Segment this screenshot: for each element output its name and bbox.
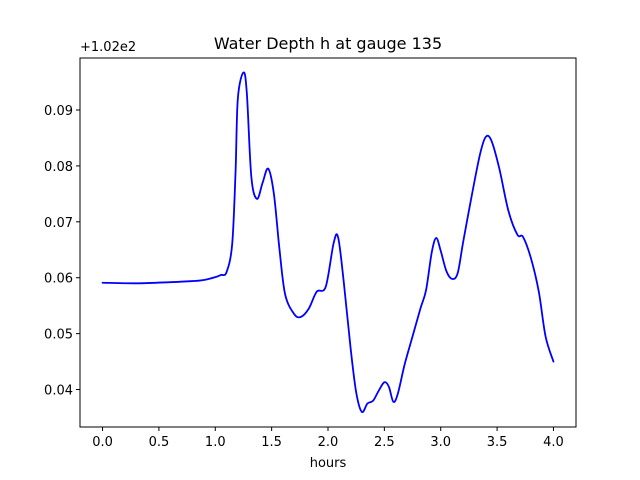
- chart-title: Water Depth h at gauge 135: [214, 34, 442, 53]
- x-tick-label: 0.0: [92, 435, 113, 450]
- x-tick-label: 1.5: [261, 435, 282, 450]
- x-tick-label: 3.5: [487, 435, 508, 450]
- x-tick-label: 3.0: [430, 435, 451, 450]
- x-tick-label: 4.0: [543, 435, 564, 450]
- y-offset-label: +1.02e2: [80, 40, 136, 55]
- y-tick-label: 0.05: [44, 328, 73, 343]
- x-axis-label: hours: [310, 456, 347, 471]
- x-tick-label: 0.5: [149, 435, 170, 450]
- x-tick-label: 2.5: [374, 435, 395, 450]
- y-tick-label: 0.09: [44, 104, 73, 119]
- y-tick-label: 0.04: [44, 384, 73, 399]
- x-tick-label: 2.0: [318, 435, 339, 450]
- y-tick-label: 0.07: [44, 216, 73, 231]
- plot-area: [101, 71, 555, 414]
- y-axis: 0.04 0.05 0.06 0.07 0.08 0.09: [44, 104, 80, 399]
- series-line: [101, 71, 555, 414]
- x-axis: 0.0 0.5 1.0 1.5 2.0 2.5 3.0 3.5 4.0: [92, 427, 564, 450]
- y-tick-label: 0.08: [44, 160, 73, 175]
- y-tick-label: 0.06: [44, 272, 73, 287]
- x-tick-label: 1.0: [205, 435, 226, 450]
